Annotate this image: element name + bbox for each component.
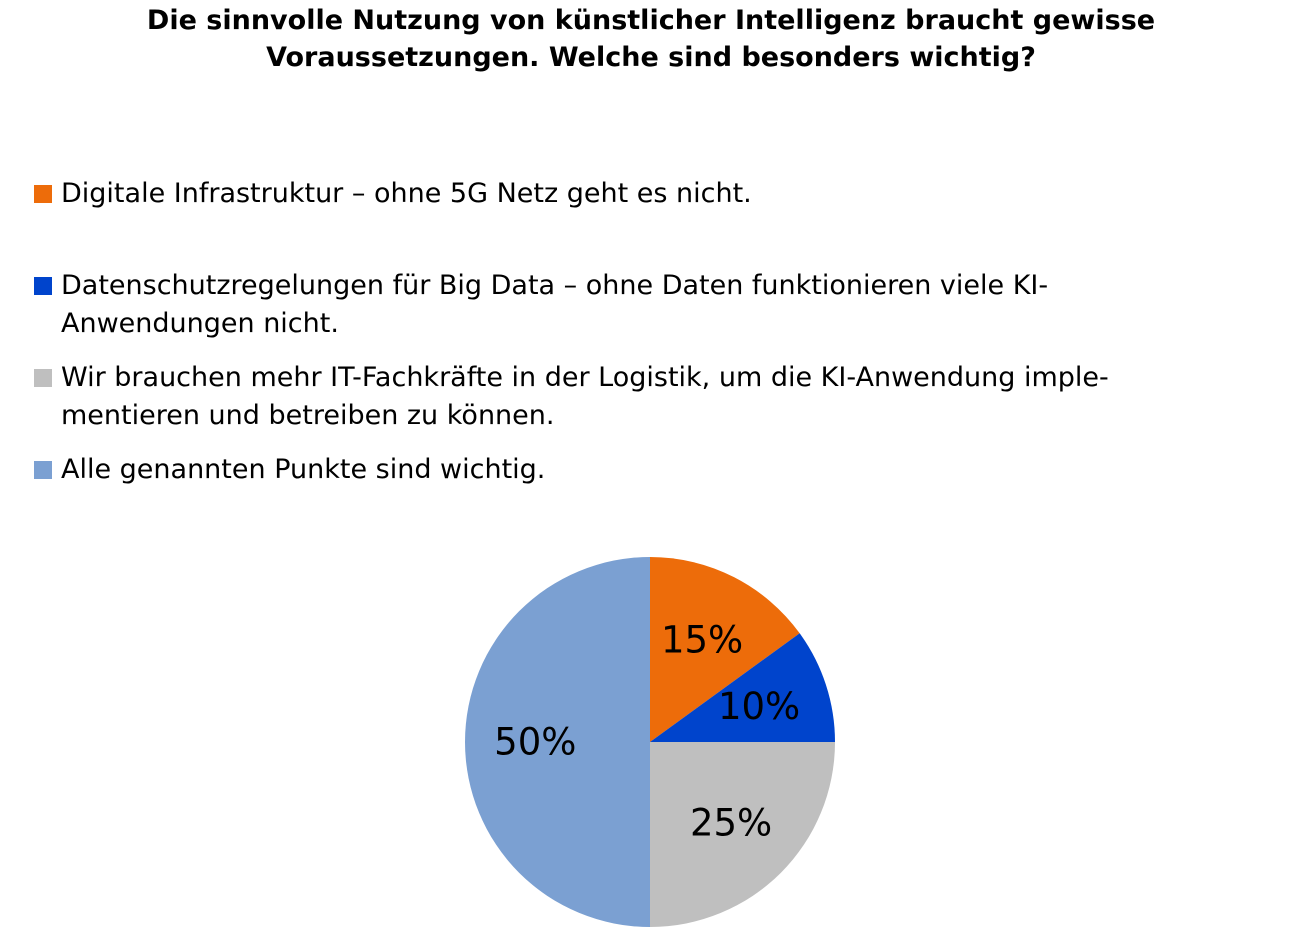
pie-data-labels: 15% 10% 25% 50%: [494, 618, 800, 844]
legend-label-line: Anwendungen nicht.: [61, 308, 339, 339]
legend-swatch-datenschutzregelungen: [34, 277, 52, 295]
legend-label-line: Digitale Infrastruktur – ohne 5G Netz ge…: [61, 178, 752, 209]
pie-slice-2: [650, 633, 835, 742]
legend-swatch-it-fachkraefte: [34, 369, 52, 387]
pie-data-label-4: 50%: [494, 721, 576, 764]
legend-label-line: Wir brauchen mehr IT-Fachkräfte in der L…: [61, 362, 1109, 393]
chart-title-line-1: Die sinnvolle Nutzung von künstlicher In…: [146, 5, 1156, 36]
legend-label-it-fachkraefte: Wir brauchen mehr IT-Fachkräfte in der L…: [61, 359, 1291, 435]
pie-slices: [465, 557, 835, 927]
legend-swatch-digitale-infrastruktur: [34, 185, 52, 203]
chart-title: Die sinnvolle Nutzung von künstlicher In…: [0, 2, 1302, 76]
legend-label-alle-punkte: Alle genannten Punkte sind wichtig.: [61, 451, 1291, 489]
pie-slice-4: [465, 557, 650, 927]
legend-label-datenschutzregelungen: Datenschutzregelungen für Big Data – ohn…: [61, 267, 1291, 343]
legend-label-line: Datenschutzregelungen für Big Data – ohn…: [61, 270, 1049, 301]
pie-slice-1: [650, 557, 800, 742]
legend-label-line: Alle genannten Punkte sind wichtig.: [61, 454, 546, 485]
legend-swatch-alle-punkte: [34, 461, 52, 479]
pie-data-label-3: 25%: [690, 802, 772, 845]
pie-slice-3: [650, 742, 835, 927]
legend-label-line: mentieren und betreiben zu können.: [61, 400, 555, 431]
pie-data-label-1: 15%: [661, 618, 743, 661]
chart-title-line-2: Voraussetzungen. Welche sind besonders w…: [266, 42, 1036, 73]
legend-label-digitale-infrastruktur: Digitale Infrastruktur – ohne 5G Netz ge…: [61, 175, 1291, 213]
pie-data-label-2: 10%: [718, 685, 800, 728]
